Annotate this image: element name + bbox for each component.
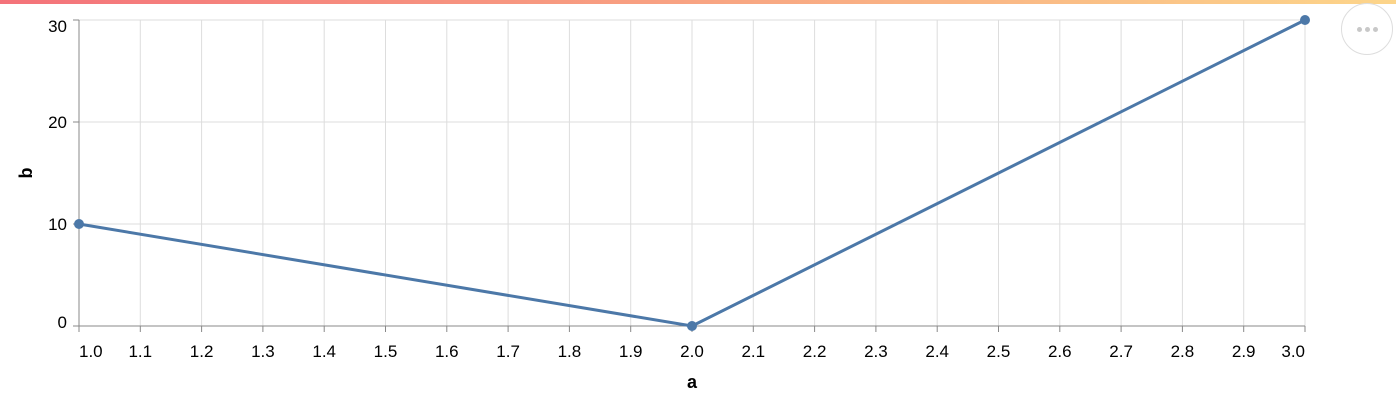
y-axis-title: b	[16, 168, 36, 179]
data-point	[687, 321, 697, 331]
x-tick-label: 1.1	[128, 342, 152, 361]
x-tick-label: 1.2	[190, 342, 214, 361]
y-axis-ticks: 0 10 20 30	[48, 17, 79, 332]
x-tick-label: 2.5	[987, 342, 1011, 361]
x-tick-label: 1.7	[496, 342, 520, 361]
x-tick-label: 2.4	[925, 342, 949, 361]
x-tick-label: 1.9	[619, 342, 643, 361]
x-tick-label: 1.3	[251, 342, 275, 361]
x-tick-label: 2.8	[1171, 342, 1195, 361]
x-tick-label: 2.6	[1048, 342, 1072, 361]
y-tick-label: 30	[48, 17, 67, 36]
series-group	[74, 15, 1310, 331]
x-tick-label: 2.7	[1109, 342, 1133, 361]
x-tick-label: 2.2	[803, 342, 827, 361]
y-tick-label: 20	[48, 113, 67, 132]
x-gridlines	[78, 20, 1306, 326]
x-tick-label: 1.8	[558, 342, 582, 361]
gradient-top-bar	[0, 0, 1396, 4]
x-tick-label: 1.0	[79, 342, 103, 361]
more-options-button[interactable]	[1341, 3, 1393, 55]
x-tick-label: 2.9	[1232, 342, 1256, 361]
x-axis-ticks: 1.0 1.1 1.2 1.3 1.4 1.5 1.6 1.7 1.8 1.9 2.0 2.1 2.2 2…	[78, 326, 1306, 361]
x-tick-label: 2.3	[864, 342, 888, 361]
x-tick-label: 2.0	[680, 342, 704, 361]
x-axis-title: a	[687, 372, 698, 392]
x-tick-label: 2.1	[741, 342, 765, 361]
x-tick-label: 1.4	[312, 342, 336, 361]
x-tick-label: 1.5	[374, 342, 398, 361]
y-tick-label: 10	[48, 215, 67, 234]
data-point	[1300, 15, 1310, 25]
y-tick-label: 0	[58, 313, 67, 332]
x-tick-label: 1.6	[435, 342, 459, 361]
more-horizontal-icon	[1356, 26, 1378, 32]
x-tick-label: 3.0	[1281, 342, 1305, 361]
data-point	[74, 219, 84, 229]
